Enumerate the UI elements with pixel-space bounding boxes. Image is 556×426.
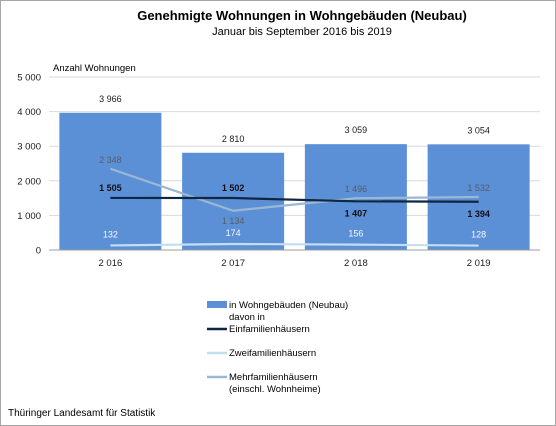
- bar-value-label: 3 059: [345, 125, 368, 135]
- series-line: [110, 167, 479, 212]
- bar-value-label: 3 966: [99, 94, 122, 104]
- line-value-label: 1 502: [222, 183, 245, 193]
- bar: [182, 152, 285, 250]
- series-line: [110, 196, 479, 203]
- line-value-label: 1 407: [345, 208, 368, 218]
- x-tick-label: 2 019: [467, 258, 491, 269]
- line-value-label: 1 532: [467, 183, 490, 193]
- legend: in Wohngebäuden (Neubau) davon in Einfam…: [207, 300, 348, 395]
- legend-swatch-bar: [207, 301, 227, 308]
- x-tick-label: 2 016: [98, 258, 122, 269]
- x-tick-label: 2 018: [344, 258, 368, 269]
- chart-subtitle: Januar bis September 2016 bis 2019: [212, 26, 392, 38]
- bar-value-label: 2 810: [222, 134, 245, 144]
- line-value-label: 132: [103, 229, 118, 239]
- line-value-label: 174: [226, 228, 241, 238]
- legend-label-davon: davon in: [229, 312, 265, 323]
- chart-title: Genehmigte Wohnungen in Wohngebäuden (Ne…: [137, 8, 467, 23]
- legend-label-mfh-line2: (einschl. Wohnheime): [229, 384, 321, 395]
- line-value-label: 128: [471, 230, 486, 240]
- y-axis-label: Anzahl Wohnungen: [53, 63, 136, 74]
- legend-label-bar: in Wohngebäuden (Neubau): [229, 300, 348, 311]
- source-note: Thüringer Landesamt für Statistik: [8, 408, 156, 419]
- bar-value-label: 3 054: [467, 125, 490, 135]
- y-tick-label: 1 000: [17, 211, 41, 222]
- legend-label-efh: Einfamilienhäusern: [229, 324, 310, 335]
- y-tick-label: 4 000: [17, 107, 41, 118]
- series-line: [110, 242, 479, 247]
- line-value-label: 1 496: [345, 184, 368, 194]
- y-tick-label: 2 000: [17, 176, 41, 187]
- y-tick-label: 5 000: [17, 73, 41, 84]
- y-tick-label: 0: [36, 246, 41, 257]
- line-value-label: 1 394: [467, 209, 490, 219]
- line-value-label: 1 134: [222, 216, 245, 226]
- line-value-label: 1 505: [99, 183, 122, 193]
- x-tick-label: 2 017: [221, 258, 245, 269]
- line-value-label: 156: [348, 229, 363, 239]
- legend-label-zfh: Zweifamilienhäusern: [229, 348, 316, 359]
- legend-label-mfh-line1: Mehrfamilienhäusern: [229, 372, 318, 383]
- line-value-label: 2 348: [99, 155, 122, 165]
- y-tick-label: 3 000: [17, 142, 41, 153]
